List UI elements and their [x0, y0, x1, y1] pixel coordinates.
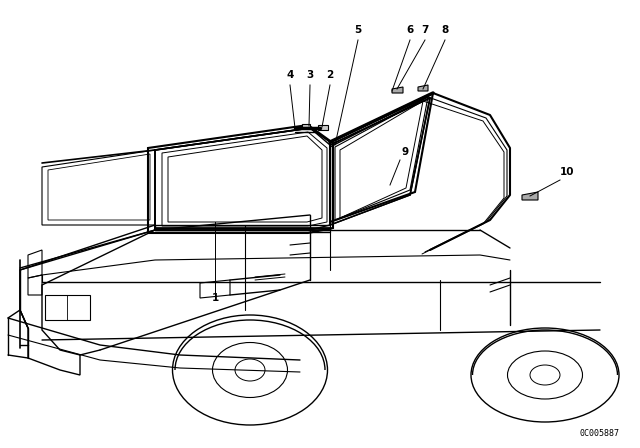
Polygon shape	[302, 124, 310, 128]
Text: 5: 5	[355, 25, 362, 35]
Text: 9: 9	[401, 147, 408, 157]
Text: 0C005887: 0C005887	[580, 429, 620, 438]
Text: 2: 2	[326, 70, 333, 80]
Polygon shape	[418, 85, 428, 91]
Text: 4: 4	[286, 70, 294, 80]
Polygon shape	[522, 192, 538, 200]
Text: 1: 1	[211, 293, 219, 303]
Text: 7: 7	[421, 25, 429, 35]
Text: 10: 10	[560, 167, 574, 177]
Polygon shape	[318, 125, 328, 130]
Polygon shape	[392, 87, 403, 93]
Text: 6: 6	[406, 25, 413, 35]
Text: 3: 3	[307, 70, 314, 80]
Text: 8: 8	[442, 25, 449, 35]
